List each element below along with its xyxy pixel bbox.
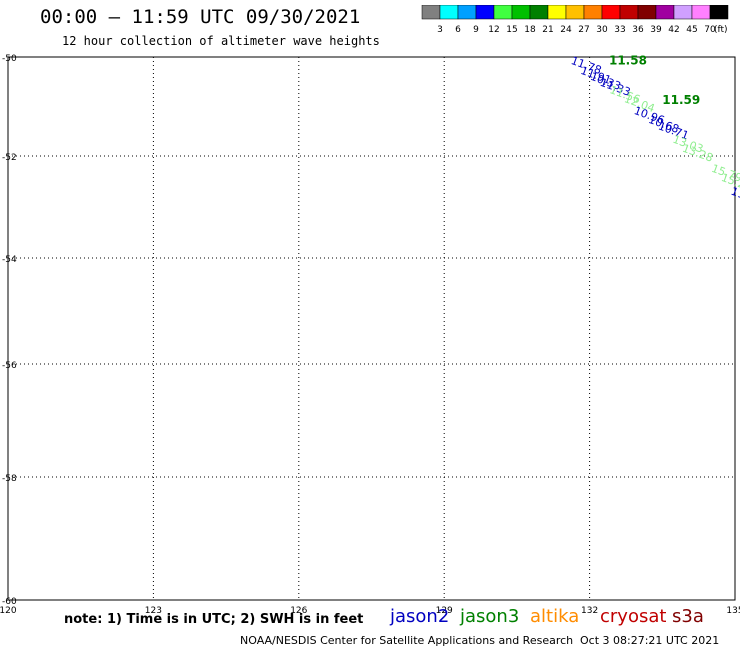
sat-label-jason2: jason2 xyxy=(390,606,450,627)
legend-label: 12 xyxy=(488,25,499,35)
legend-unit: (ft) xyxy=(714,25,728,35)
lat-tick-label: -56 xyxy=(2,361,17,371)
legend-label: 33 xyxy=(614,25,625,35)
color-legend: 3 6 9 12 15 18 21 24 27 30 33 36 39 42 45 70(ft) xyxy=(421,5,729,35)
map-frame xyxy=(7,56,736,601)
legend-label: 36 xyxy=(632,25,644,35)
legend-label: 18 xyxy=(524,25,536,35)
lon-tick-label: 126 xyxy=(290,606,307,616)
lat-tick-label: -58 xyxy=(2,474,17,484)
lon-tick-label: 132 xyxy=(581,606,598,616)
legend-label: 27 xyxy=(578,25,589,35)
lon-tick-label: 120 xyxy=(0,606,17,616)
sat-label-cryosat: cryosat xyxy=(600,606,667,627)
lon-tick-label: 123 xyxy=(145,606,162,616)
wave-height-label-jason3: 11.58 xyxy=(609,53,647,67)
map-title: 00:00 – 11:59 UTC 09/30/2021 xyxy=(40,6,361,28)
lat-tick-label: -60 xyxy=(2,597,17,607)
lon-tick-label: 129 xyxy=(436,606,453,616)
lat-tick-label: -54 xyxy=(2,255,17,265)
wave-height-label-jason3: 11.59 xyxy=(662,93,700,107)
lat-tick-label: -52 xyxy=(2,153,17,163)
legend-label: 45 xyxy=(686,25,697,35)
sat-label-altika: altika xyxy=(530,606,580,627)
legend-label: 70 xyxy=(704,25,716,35)
legend-label: 3 xyxy=(437,25,443,35)
legend-label: 30 xyxy=(596,25,608,35)
footer-note: note: 1) Time is in UTC; 2) SWH is in fe… xyxy=(64,612,364,627)
legend-label: 39 xyxy=(650,25,662,35)
footer-timestamp: Oct 3 08:27:21 UTC 2021 xyxy=(580,634,720,647)
legend-label: 42 xyxy=(668,25,679,35)
lon-tick-label: 135 xyxy=(726,606,740,616)
wave-height-label-jason2: 11 xyxy=(729,185,740,202)
sat-label-jason3: jason3 xyxy=(460,606,520,627)
footer-organization: NOAA/NESDIS Center for Satellite Applica… xyxy=(240,634,574,647)
legend-swatch xyxy=(709,5,729,20)
sat-label-s3a: s3a xyxy=(672,606,704,627)
legend-label: 15 xyxy=(506,25,517,35)
legend-label: 9 xyxy=(473,25,479,35)
map-subtitle: 12 hour collection of altimeter wave hei… xyxy=(62,34,380,48)
legend-label: 21 xyxy=(542,25,553,35)
legend-label: 6 xyxy=(455,25,461,35)
lat-tick-label: -50 xyxy=(2,54,17,64)
legend-label: 24 xyxy=(560,25,572,35)
